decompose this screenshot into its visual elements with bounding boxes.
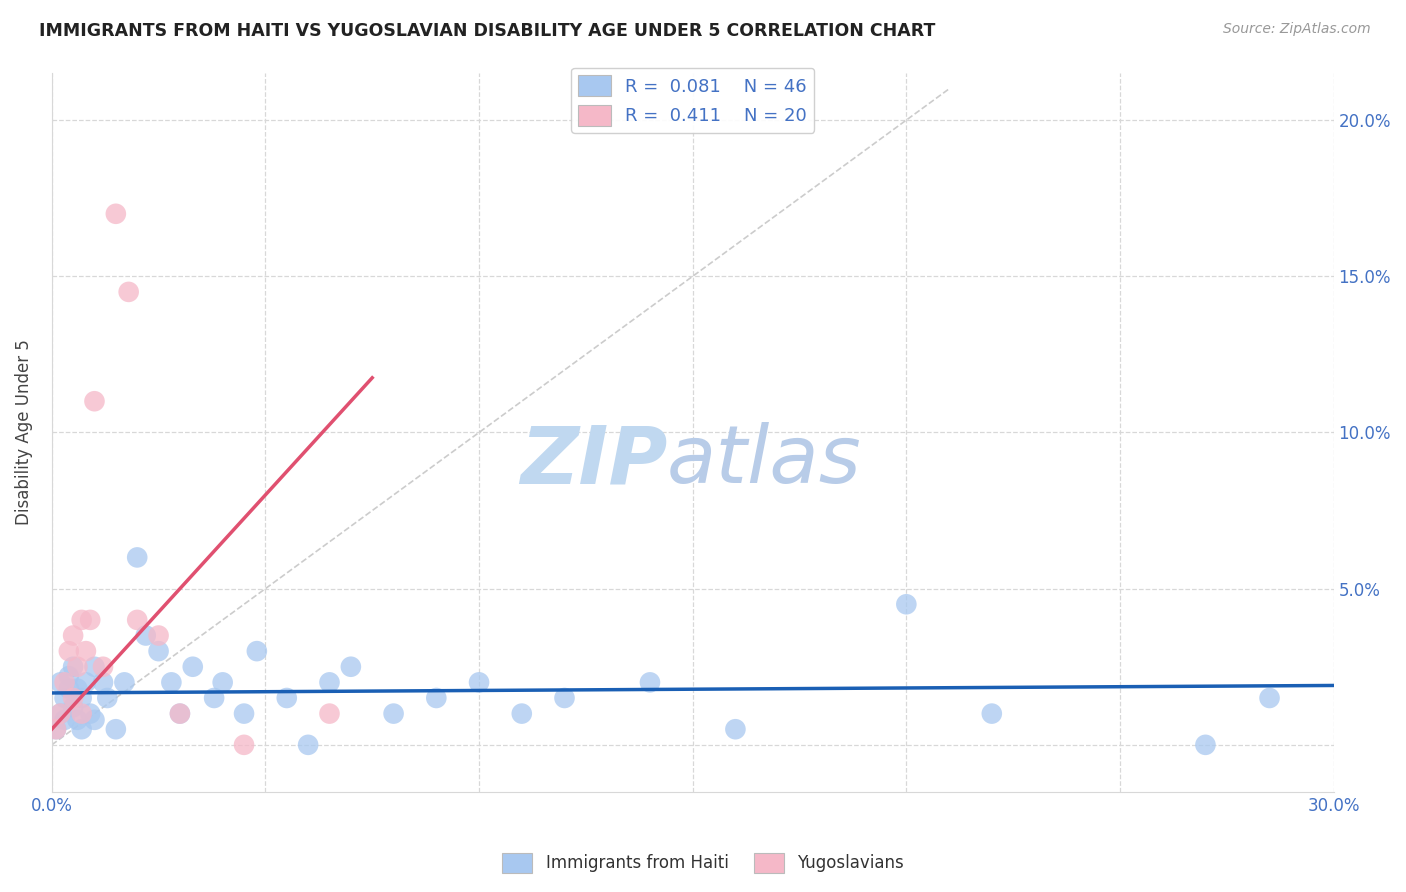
- Point: [104, 207, 127, 221]
- Point: [104, 723, 127, 737]
- Legend: Immigrants from Haiti, Yugoslavians: Immigrants from Haiti, Yugoslavians: [496, 847, 910, 880]
- Point: [75, 644, 97, 658]
- Point: [49, 706, 72, 721]
- Point: [58, 681, 80, 696]
- Point: [211, 675, 233, 690]
- Point: [160, 675, 183, 690]
- Point: [1258, 690, 1281, 705]
- Point: [70, 706, 93, 721]
- Point: [83, 659, 105, 673]
- Legend: R =  0.081    N = 46, R =  0.411    N = 20: R = 0.081 N = 46, R = 0.411 N = 20: [571, 68, 814, 133]
- Point: [49, 675, 72, 690]
- Point: [127, 613, 149, 627]
- Point: [58, 644, 80, 658]
- Point: [169, 706, 191, 721]
- Point: [62, 628, 84, 642]
- Text: Source: ZipAtlas.com: Source: ZipAtlas.com: [1223, 22, 1371, 37]
- Point: [276, 690, 298, 705]
- Point: [553, 690, 575, 705]
- Point: [45, 723, 67, 737]
- Point: [181, 659, 204, 673]
- Point: [70, 690, 93, 705]
- Point: [49, 706, 72, 721]
- Point: [91, 659, 114, 673]
- Point: [425, 690, 447, 705]
- Point: [58, 669, 80, 683]
- Point: [233, 738, 256, 752]
- Point: [724, 723, 747, 737]
- Point: [91, 675, 114, 690]
- Point: [96, 690, 118, 705]
- Point: [70, 723, 93, 737]
- Point: [45, 723, 67, 737]
- Point: [318, 675, 340, 690]
- Point: [148, 628, 170, 642]
- Point: [382, 706, 405, 721]
- Point: [53, 675, 76, 690]
- Point: [202, 690, 225, 705]
- Point: [53, 713, 76, 727]
- Point: [112, 675, 135, 690]
- Point: [127, 550, 149, 565]
- Point: [79, 706, 101, 721]
- Point: [70, 613, 93, 627]
- Point: [980, 706, 1002, 721]
- Point: [66, 681, 89, 696]
- Point: [75, 675, 97, 690]
- Point: [468, 675, 491, 690]
- Text: atlas: atlas: [666, 422, 862, 500]
- Point: [53, 690, 76, 705]
- Text: ZIP: ZIP: [520, 422, 666, 500]
- Point: [340, 659, 363, 673]
- Point: [148, 644, 170, 658]
- Point: [297, 738, 319, 752]
- Point: [1194, 738, 1216, 752]
- Point: [135, 628, 157, 642]
- Point: [233, 706, 256, 721]
- Point: [118, 285, 141, 299]
- Point: [66, 713, 89, 727]
- Text: IMMIGRANTS FROM HAITI VS YUGOSLAVIAN DISABILITY AGE UNDER 5 CORRELATION CHART: IMMIGRANTS FROM HAITI VS YUGOSLAVIAN DIS…: [39, 22, 936, 40]
- Point: [169, 706, 191, 721]
- Point: [62, 690, 84, 705]
- Point: [79, 613, 101, 627]
- Y-axis label: Disability Age Under 5: Disability Age Under 5: [15, 340, 32, 525]
- Point: [638, 675, 661, 690]
- Point: [246, 644, 269, 658]
- Point: [510, 706, 533, 721]
- Point: [62, 700, 84, 714]
- Point: [896, 597, 918, 611]
- Point: [318, 706, 340, 721]
- Point: [66, 659, 89, 673]
- Point: [62, 659, 84, 673]
- Point: [83, 394, 105, 409]
- Point: [83, 713, 105, 727]
